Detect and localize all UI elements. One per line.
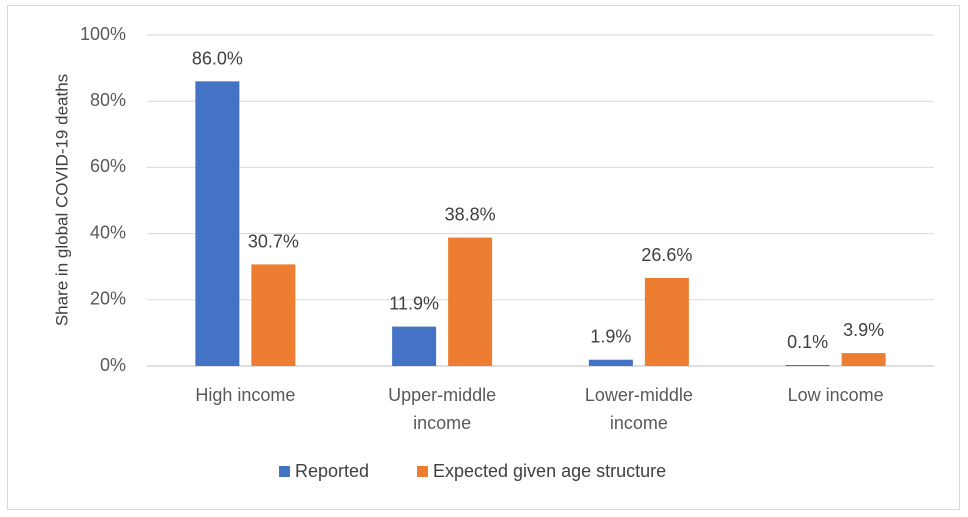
bar: [588, 359, 633, 366]
data-label: 86.0%: [192, 48, 243, 68]
x-tick-label: income: [610, 413, 668, 433]
x-axis-ticks: High income Upper-middle income Lower-middl…: [195, 385, 883, 433]
y-tick-label: 80%: [90, 90, 126, 110]
data-label: 0.1%: [787, 332, 828, 352]
legend-swatch: [279, 466, 290, 477]
legend-label: Expected given age structure: [433, 461, 666, 481]
x-tick-label: Lower-middle: [585, 385, 693, 405]
data-label: 3.9%: [843, 320, 884, 340]
bar: [448, 237, 493, 366]
y-tick-label: 60%: [90, 156, 126, 176]
data-label: 38.8%: [445, 205, 496, 225]
y-tick-label: 100%: [80, 24, 126, 44]
bar: [195, 81, 240, 366]
data-label: 1.9%: [590, 327, 631, 347]
data-label: 26.6%: [641, 245, 692, 265]
bar: [251, 264, 296, 366]
data-label: 11.9%: [389, 294, 439, 314]
data-label: 30.7%: [248, 231, 299, 251]
bar: [644, 277, 689, 366]
y-tick-label: 40%: [90, 222, 126, 242]
y-tick-label: 20%: [90, 289, 126, 309]
bar: [785, 365, 830, 366]
x-tick-label: Low income: [788, 385, 884, 405]
y-axis-title: Share in global COVID-19 deaths: [52, 74, 71, 326]
data-labels: 86.0% 30.7% 11.9% 38.8% 1.9% 26.6% 0.1% 3.9%: [192, 48, 884, 352]
x-tick-label: Upper-middle: [388, 385, 496, 405]
y-tick-label: 0%: [100, 355, 126, 375]
legend: Reported Expected given age structure: [279, 461, 666, 481]
x-tick-label: High income: [195, 385, 295, 405]
x-tick-label: income: [413, 413, 471, 433]
bar: [841, 353, 886, 366]
bars: [195, 81, 886, 366]
y-axis-ticks: 0% 20% 40% 60% 80% 100%: [80, 24, 126, 375]
legend-swatch: [417, 466, 428, 477]
bar: [392, 326, 437, 366]
legend-label: Reported: [295, 461, 369, 481]
